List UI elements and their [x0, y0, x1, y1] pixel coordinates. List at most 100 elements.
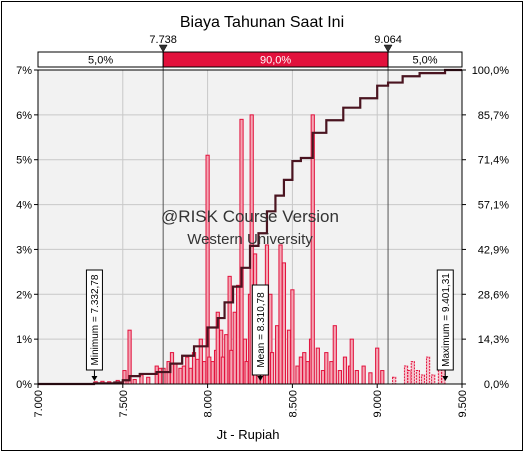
histogram-bar [324, 352, 329, 385]
x-tick-label: 9.000 [372, 390, 384, 418]
x-tick-label: 7.000 [33, 390, 45, 418]
y-left-tick-label: 4% [16, 200, 32, 212]
histogram-bar [269, 352, 275, 385]
x-axis-label: Jt - Rupiah [217, 427, 280, 442]
histogram-bar [295, 365, 300, 385]
histogram-bar [337, 370, 342, 385]
y-left-tick-label: 5% [16, 155, 32, 167]
y-left-tick-label: 1% [16, 334, 32, 346]
histogram-bar [244, 361, 249, 385]
y-right-tick-label: 100,0% [472, 65, 510, 77]
x-tick-label: 8.000 [203, 390, 215, 418]
histogram-bar [286, 329, 292, 385]
histogram-bar [375, 347, 380, 385]
histogram-bar [205, 154, 210, 385]
histogram-bar [342, 356, 348, 385]
x-tick-label: 7.500 [118, 390, 130, 418]
band-middle-label: 90,0% [260, 55, 291, 67]
y-right-tick-label: 71,4% [478, 155, 509, 167]
stat-marker: Mean = 8.310,78 [251, 284, 269, 381]
plot-border [37, 69, 463, 385]
histogram-bar [239, 118, 244, 385]
tail-bar [420, 374, 426, 385]
histogram-bar [207, 356, 212, 385]
histogram-bar [191, 352, 197, 385]
stat-marker-arrow [91, 376, 98, 381]
stat-marker-label: Maximum = 9.401,31 [441, 273, 452, 367]
tail-bar [392, 376, 397, 385]
y-right-tick-label: 42,9% [478, 244, 509, 256]
histogram-bar [290, 289, 295, 385]
stat-marker-label: Mean = 8.310,78 [256, 292, 267, 368]
tail-bar [410, 361, 415, 385]
histogram-bar [380, 370, 385, 385]
delimiter-value-label: 7.738 [149, 34, 177, 46]
histogram-bar [202, 361, 207, 385]
histogram-bar [195, 358, 200, 385]
histogram-bar [188, 367, 193, 385]
histogram-bar [315, 347, 320, 385]
stat-marker-box [436, 269, 454, 371]
y-left-tick-label: 2% [16, 289, 32, 301]
histogram-bar [361, 365, 366, 385]
histogram-bar [329, 361, 334, 385]
histogram-bar [302, 352, 307, 385]
stat-marker: Maximum = 9.401,31 [436, 269, 454, 381]
delimiter-value-label: 9.064 [374, 34, 402, 46]
stat-marker-box [251, 284, 269, 376]
y-left-tick-label: 6% [16, 110, 32, 122]
histogram-bar [210, 361, 215, 385]
histogram-bar [281, 262, 287, 385]
delimiter-handle [383, 44, 393, 53]
stat-marker-label: Minimum = 7.332,78 [90, 274, 101, 365]
stat-marker-arrow [257, 376, 264, 381]
y-right-tick-label: 0,0% [484, 379, 509, 391]
y-right-tick-label: 57,1% [478, 200, 509, 212]
histogram-bar [298, 356, 303, 385]
histogram-bar [146, 376, 151, 385]
watermark-line2: Western University [187, 231, 313, 248]
histogram-bar [224, 334, 229, 385]
tail-bar [425, 356, 431, 385]
histogram-bar [275, 325, 280, 385]
stat-markers: Minimum = 7.332,78 Mean = 8.310,78 Maximum… [85, 269, 454, 381]
x-tick-label: 9.500 [457, 390, 469, 418]
histogram-bar [158, 367, 163, 385]
tail-bar [431, 374, 436, 385]
histogram-bar [232, 311, 237, 385]
y-right-tick-label: 28,6% [478, 289, 509, 301]
histogram-bar [349, 338, 354, 385]
histogram-bar [305, 361, 310, 385]
y-right-tick-label: 85,7% [478, 110, 509, 122]
tail-bar [403, 365, 409, 385]
histogram-bar [278, 244, 283, 385]
band-right [387, 51, 463, 68]
tail-bar [415, 370, 421, 385]
delimiter-band: 5,0% 90,0% 5,0% 7.738 9.064 [37, 34, 463, 68]
y-left-tick-label: 3% [16, 244, 32, 256]
delimiter-lines [162, 46, 389, 384]
band-right-label: 5,0% [412, 55, 437, 67]
stat-marker: Minimum = 7.332,78 [85, 269, 103, 381]
tail-bar [407, 370, 412, 385]
histogram-bar [178, 367, 183, 385]
y-left-tick-label: 0% [16, 379, 32, 391]
chart-title: Biaya Tahunan Saat Ini [180, 14, 344, 31]
cumulative-line [38, 68, 462, 386]
stat-marker-arrow [442, 376, 449, 381]
histogram-bar [181, 365, 186, 385]
y-left-tick-label: 7% [16, 65, 32, 77]
x-tick-label: 8.500 [287, 390, 299, 418]
histogram-bar [132, 379, 137, 385]
histogram-bar [236, 284, 241, 385]
band-left-label: 5,0% [88, 55, 113, 67]
histogram-bar [229, 349, 234, 385]
histogram-bar [220, 356, 225, 385]
stat-marker-box [85, 269, 103, 371]
histogram-bar [173, 363, 178, 385]
delimiter-handle [158, 44, 168, 53]
histogram-bar [354, 370, 359, 385]
histogram-bar [185, 356, 190, 385]
histogram-bar [332, 325, 337, 385]
